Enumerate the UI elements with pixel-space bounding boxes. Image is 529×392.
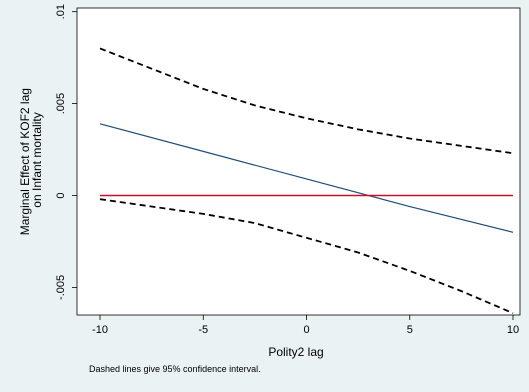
y-tick-label: -.005 [55, 275, 67, 300]
upper-ci-line [99, 47, 514, 155]
y-axis-title: Marginal Effect of KOF2 lag on Infant mo… [18, 85, 44, 236]
plot-area [76, 7, 521, 316]
y-tick-label: .005 [55, 93, 67, 114]
y-tick-label: 0 [55, 192, 67, 198]
x-tick-label: 5 [407, 324, 413, 336]
x-tick-label: -10 [92, 324, 108, 336]
x-tick-label: 10 [507, 324, 519, 336]
x-tick-label: -5 [198, 324, 208, 336]
x-tick-label: 0 [303, 324, 309, 336]
chart-note: Dashed lines give 95% confidence interva… [89, 364, 261, 374]
y-axis-title-line-2: on Infant mortality [30, 112, 44, 207]
y-axis-title-line-1: Marginal Effect of KOF2 lag [18, 88, 32, 235]
series-layer [99, 47, 514, 314]
estimate-line [99, 123, 514, 233]
x-axis-title: Polity2 lag [268, 345, 323, 359]
lower-ci-line [99, 198, 514, 314]
y-tick-label: .01 [55, 4, 67, 19]
axes-layer: -10 -5 0 5 10 -.005 0 .005 .01 [55, 4, 519, 336]
